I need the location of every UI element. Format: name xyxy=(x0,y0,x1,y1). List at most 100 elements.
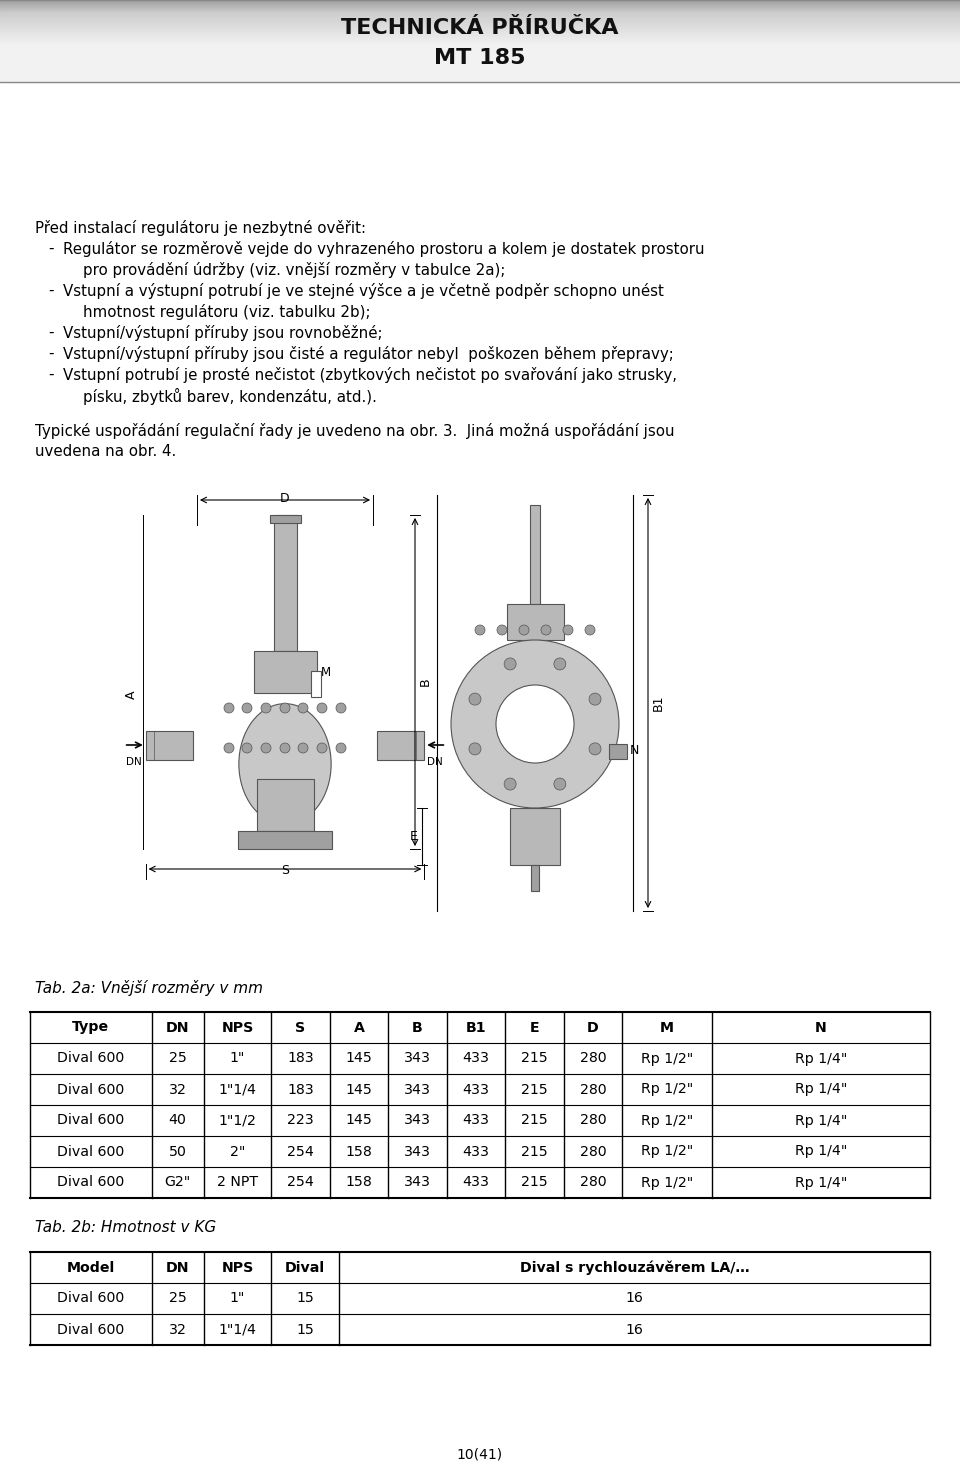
Text: Rp 1/4": Rp 1/4" xyxy=(795,1051,848,1066)
Circle shape xyxy=(298,704,308,712)
Circle shape xyxy=(336,704,346,712)
Text: 343: 343 xyxy=(404,1145,431,1158)
Circle shape xyxy=(554,778,565,790)
Text: Rp 1/2": Rp 1/2" xyxy=(641,1114,693,1127)
Text: hmotnost regulátoru (viz. tabulku 2b);: hmotnost regulátoru (viz. tabulku 2b); xyxy=(83,303,371,320)
Text: Rp 1/2": Rp 1/2" xyxy=(641,1082,693,1097)
Text: 1": 1" xyxy=(229,1292,245,1306)
Text: Type: Type xyxy=(72,1020,109,1035)
Circle shape xyxy=(261,743,271,754)
Bar xyxy=(257,778,314,831)
Text: A: A xyxy=(353,1020,365,1035)
Circle shape xyxy=(451,641,619,808)
Text: B: B xyxy=(419,677,432,686)
Text: Před instalací regulátoru je nezbytné ověřit:: Před instalací regulátoru je nezbytné ov… xyxy=(35,220,366,236)
Text: Dival s rychlouzávěrem LA/…: Dival s rychlouzávěrem LA/… xyxy=(519,1261,749,1275)
Text: M: M xyxy=(322,666,331,679)
Text: Regulátor se rozměrově vejde do vyhrazeného prostoru a kolem je dostatek prostor: Regulátor se rozměrově vejde do vyhrazen… xyxy=(63,240,705,257)
Text: 16: 16 xyxy=(625,1322,643,1337)
Text: DN: DN xyxy=(166,1261,189,1274)
Text: 10(41): 10(41) xyxy=(457,1448,503,1462)
Bar xyxy=(510,808,560,865)
Text: S: S xyxy=(281,863,289,877)
Text: 32: 32 xyxy=(169,1322,186,1337)
Circle shape xyxy=(280,743,290,754)
Text: Rp 1/2": Rp 1/2" xyxy=(641,1051,693,1066)
Text: NPS: NPS xyxy=(222,1261,253,1274)
Text: Model: Model xyxy=(66,1261,115,1274)
Text: Dival 600: Dival 600 xyxy=(58,1145,125,1158)
Bar xyxy=(609,745,627,759)
Text: 15: 15 xyxy=(296,1292,314,1306)
Text: Vstupní/výstupní příruby jsou rovnoběžné;: Vstupní/výstupní příruby jsou rovnoběžné… xyxy=(63,325,382,342)
Text: Typické uspořádání regulační řady je uvedeno na obr. 3.  Jiná možná uspořádání j: Typické uspořádání regulační řady je uve… xyxy=(35,424,675,438)
Text: E: E xyxy=(410,830,418,843)
Text: Rp 1/4": Rp 1/4" xyxy=(795,1114,848,1127)
Text: Rp 1/4": Rp 1/4" xyxy=(795,1082,848,1097)
Bar xyxy=(238,831,332,849)
Text: 280: 280 xyxy=(580,1145,607,1158)
Circle shape xyxy=(589,743,601,755)
Text: 343: 343 xyxy=(404,1051,431,1066)
Text: 280: 280 xyxy=(580,1051,607,1066)
Circle shape xyxy=(224,743,234,754)
Text: Dival 600: Dival 600 xyxy=(58,1051,125,1066)
Text: 158: 158 xyxy=(346,1176,372,1189)
Text: N: N xyxy=(815,1020,827,1035)
Circle shape xyxy=(317,704,327,712)
Text: 32: 32 xyxy=(169,1082,186,1097)
Bar xyxy=(507,604,564,641)
Text: 343: 343 xyxy=(404,1082,431,1097)
Text: 215: 215 xyxy=(521,1145,548,1158)
Bar xyxy=(377,732,424,759)
Text: Dival 600: Dival 600 xyxy=(58,1292,125,1306)
Text: 1": 1" xyxy=(229,1051,245,1066)
Circle shape xyxy=(475,625,485,635)
Bar xyxy=(254,651,317,693)
Text: B: B xyxy=(412,1020,422,1035)
Text: N: N xyxy=(630,745,639,758)
Text: 15: 15 xyxy=(296,1322,314,1337)
Text: 280: 280 xyxy=(580,1114,607,1127)
Text: 1"1/4: 1"1/4 xyxy=(219,1082,256,1097)
Text: G2": G2" xyxy=(164,1176,191,1189)
Text: B1: B1 xyxy=(652,695,665,711)
Text: -: - xyxy=(48,346,54,361)
Text: 215: 215 xyxy=(521,1082,548,1097)
Bar xyxy=(274,515,297,651)
Circle shape xyxy=(541,625,551,635)
Text: 254: 254 xyxy=(287,1145,314,1158)
Text: Dival 600: Dival 600 xyxy=(58,1082,125,1097)
Text: 183: 183 xyxy=(287,1051,314,1066)
Text: 343: 343 xyxy=(404,1176,431,1189)
Text: 145: 145 xyxy=(346,1082,372,1097)
Circle shape xyxy=(468,693,481,705)
Text: Dival 600: Dival 600 xyxy=(58,1114,125,1127)
Text: 215: 215 xyxy=(521,1176,548,1189)
Circle shape xyxy=(504,658,516,670)
Text: DN: DN xyxy=(427,756,444,767)
Text: DN: DN xyxy=(126,756,141,767)
Text: 215: 215 xyxy=(521,1114,548,1127)
Text: E: E xyxy=(530,1020,540,1035)
Text: 433: 433 xyxy=(463,1114,490,1127)
Circle shape xyxy=(261,704,271,712)
Text: D: D xyxy=(588,1020,599,1035)
Circle shape xyxy=(589,693,601,705)
Circle shape xyxy=(497,625,507,635)
Text: Vstupní potrubí je prosté nečistot (zbytkových nečistot po svařování jako strusk: Vstupní potrubí je prosté nečistot (zbyt… xyxy=(63,366,677,383)
Text: Tab. 2b: Hmotnost v KG: Tab. 2b: Hmotnost v KG xyxy=(35,1220,216,1234)
Circle shape xyxy=(554,658,565,670)
Text: A: A xyxy=(125,690,137,699)
Text: 254: 254 xyxy=(287,1176,314,1189)
Text: Rp 1/4": Rp 1/4" xyxy=(795,1176,848,1189)
Text: TECHNICKÁ PŘÍRUČKA: TECHNICKÁ PŘÍRUČKA xyxy=(341,18,619,38)
Circle shape xyxy=(468,743,481,755)
Text: Rp 1/4": Rp 1/4" xyxy=(795,1145,848,1158)
Text: 145: 145 xyxy=(346,1114,372,1127)
Text: 16: 16 xyxy=(625,1292,643,1306)
Bar xyxy=(531,865,539,891)
Text: 215: 215 xyxy=(521,1051,548,1066)
Circle shape xyxy=(242,704,252,712)
Text: Dival 600: Dival 600 xyxy=(58,1322,125,1337)
